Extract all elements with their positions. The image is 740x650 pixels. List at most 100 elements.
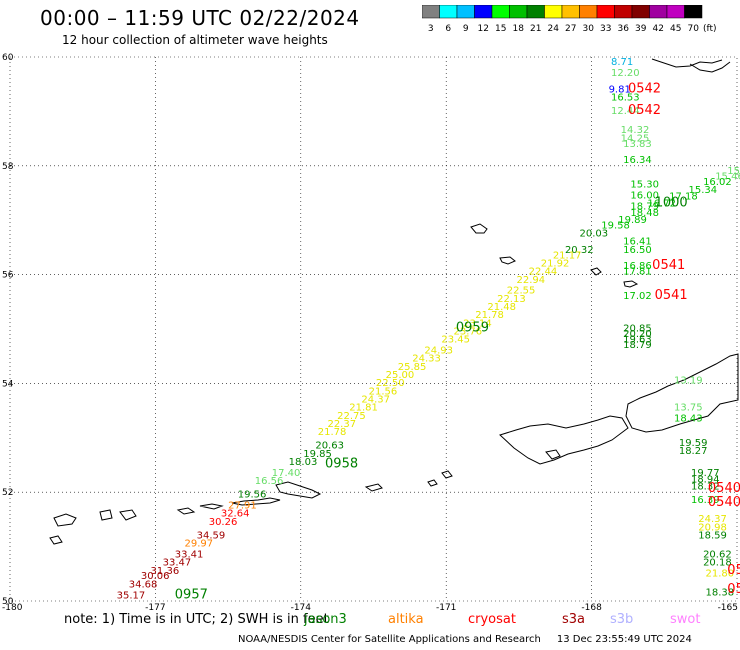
wave-height-value: 20.32 <box>565 245 594 256</box>
wave-height-value: 22.50 <box>376 378 405 389</box>
wave-height-value: 16.72 <box>647 199 676 210</box>
pass-time-label: 05 <box>727 582 740 597</box>
wave-height-value: 9.81 <box>609 84 631 95</box>
wave-height-value: 25.00 <box>386 370 415 381</box>
pass-time-label: 0541 <box>652 258 685 273</box>
wave-height-value: 24.33 <box>412 354 441 365</box>
island-umnak-tip <box>545 449 561 460</box>
color-scale-unit: (ft) <box>703 24 717 34</box>
color-scale-tick: 12 <box>478 24 489 34</box>
color-scale-tick: 15 <box>495 24 506 34</box>
wave-height-value: 19.63 <box>623 335 652 346</box>
wave-height-value: 21.92 <box>541 258 570 269</box>
wave-height-value: 20.20 <box>623 329 652 340</box>
coastline-alaska-north <box>651 58 723 68</box>
wave-height-value: 8.71 <box>611 57 633 68</box>
wave-height-value: 20.98 <box>698 522 727 533</box>
wave-height-value: 30.06 <box>141 571 170 582</box>
satellite-swot: swot <box>670 612 701 627</box>
satellite-legend: jason3 altika cryosat s3a s3b swot <box>300 612 730 630</box>
wave-height-value: 20.03 <box>579 229 608 240</box>
color-scale-tick: 21 <box>530 24 541 34</box>
wave-height-value: 19.85 <box>303 449 332 460</box>
lon-tick-label: -171 <box>436 603 456 612</box>
wave-height-value: 16.41 <box>623 237 652 248</box>
islands-near <box>99 509 137 521</box>
wave-height-value: 18.48 <box>630 208 659 219</box>
wave-height-value: 13.19 <box>674 375 703 386</box>
lat-tick-label: 58 <box>2 162 14 172</box>
wave-height-value: 17.81 <box>623 267 652 278</box>
wave-height-value: 22.13 <box>497 294 526 305</box>
wave-height-value: 21.17 <box>553 250 582 261</box>
color-scale-tick: 9 <box>463 24 469 34</box>
wave-height-value: 13.83 <box>623 139 652 150</box>
wave-height-value: 23.45 <box>441 335 470 346</box>
wave-height-value: 17.18 <box>669 192 698 203</box>
pass-time-label: 0542 <box>628 103 661 118</box>
wave-height-value: 22.44 <box>529 267 558 278</box>
coastline-nunivak <box>689 61 731 73</box>
page-title: 00:00 – 11:59 UTC 02/22/2024 <box>40 6 360 30</box>
generated-timestamp: 13 Dec 23:55:49 UTC 2024 <box>556 634 692 645</box>
wave-height-value: 22.94 <box>516 275 545 286</box>
wave-height-value: 16.50 <box>623 245 652 256</box>
wave-height-value: 14.25 <box>621 133 650 144</box>
wave-height-value: 20.85 <box>623 324 652 335</box>
wave-height-value: 15.46 <box>715 171 740 182</box>
wave-height-value: 16.39 <box>691 495 720 506</box>
wave-height-value: 34.68 <box>129 579 158 590</box>
color-scale-tick: 36 <box>618 24 630 34</box>
wave-height-value: 23.76 <box>453 326 482 337</box>
lat-tick-label: 56 <box>2 271 14 281</box>
island-st-paul <box>590 267 602 276</box>
coastline-alaska-peninsula <box>625 353 739 433</box>
wave-height-value: 16.53 <box>611 93 640 104</box>
wave-height-value: 12.44 <box>611 106 640 117</box>
wave-height-value: 16.02 <box>703 177 732 188</box>
wave-height-value: 33.41 <box>175 549 204 560</box>
wave-height-value: 20.63 <box>315 441 344 452</box>
color-scale-tick: 42 <box>653 24 664 34</box>
color-scale-tick: 39 <box>635 24 647 34</box>
pass-time-label: 0540 <box>708 495 740 510</box>
color-scale-tick: 45 <box>670 24 681 34</box>
color-scale-tick: 70 <box>688 24 700 34</box>
wave-height-value: 20.18 <box>703 558 732 569</box>
axis-tick-labels: -180 -177 -174 -171 -168 -165 60 58 56 54 52 50 <box>2 53 738 612</box>
wave-height-value: 18.94 <box>691 474 720 485</box>
wave-height-value: 12.20 <box>611 68 640 79</box>
wave-height-value: 18.59 <box>698 530 727 541</box>
wave-height-value: 24.37 <box>361 394 390 405</box>
island-st-matthew <box>470 223 488 234</box>
wave-height-value: 24.37 <box>698 514 727 525</box>
wave-height-value: 21.56 <box>369 386 398 397</box>
wave-height-value: 19.58 <box>601 220 630 231</box>
wave-height-value: 21.78 <box>318 427 347 438</box>
island-amlia <box>364 483 383 492</box>
satellite-jason3: jason3 <box>304 612 347 627</box>
wave-height-value: 15.06 <box>727 166 740 177</box>
wave-height-value: 18.32 <box>691 481 720 492</box>
islands-four-mountains <box>427 470 453 487</box>
lon-tick-label: -177 <box>145 603 165 612</box>
satellite-cryosat: cryosat <box>468 612 516 627</box>
island-pribilof <box>623 280 639 288</box>
lon-tick-label: -168 <box>581 603 602 612</box>
color-scale-tick: 18 <box>513 24 525 34</box>
wave-height-value: 19.77 <box>691 468 720 479</box>
wave-height-value: 32.64 <box>221 509 250 520</box>
wave-height-value: 21.78 <box>475 310 504 321</box>
pass-time-label: 0541 <box>655 288 688 303</box>
wave-height-value: 18.43 <box>674 413 703 424</box>
lat-tick-label: 60 <box>2 53 14 63</box>
wave-height-value: 19.56 <box>238 490 267 501</box>
pass-time-label: 0958 <box>325 457 358 472</box>
satellite-s3b: s3b <box>610 612 634 627</box>
pass-time-labels: 0542 0542 1000 0541 0541 0959 0958 0957 05400540… <box>175 81 740 602</box>
wave-height-value: 18.79 <box>623 340 652 351</box>
satellite-s3a: s3a <box>562 612 586 627</box>
wave-height-value: 17.02 <box>623 291 652 302</box>
wave-height-value: 19.59 <box>679 438 708 449</box>
wave-height-value: 18.27 <box>679 446 708 457</box>
